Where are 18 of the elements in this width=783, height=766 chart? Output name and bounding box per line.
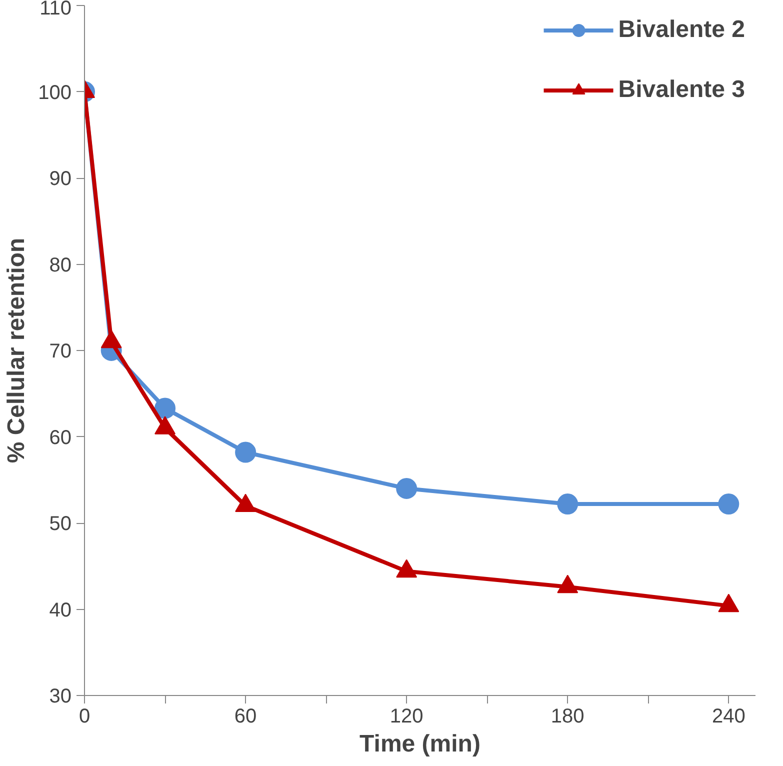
x-tick-label: 60 bbox=[234, 706, 257, 728]
x-tick-label: 240 bbox=[712, 706, 746, 728]
y-tick-label: 110 bbox=[40, 0, 72, 20]
y-tick-label: 60 bbox=[49, 426, 72, 449]
y-tick-label: 100 bbox=[38, 82, 72, 104]
y-tick-label: 70 bbox=[49, 340, 72, 362]
y-tick-label: 50 bbox=[49, 513, 72, 535]
legend-label: Bivalente 2 bbox=[618, 16, 745, 44]
legend-label: Bivalente 3 bbox=[618, 76, 745, 104]
x-tick-label: 0 bbox=[78, 706, 90, 728]
x-tick-label: 120 bbox=[390, 706, 424, 728]
y-axis-title: % Cellular retention bbox=[3, 238, 30, 464]
y-tick-label: 80 bbox=[49, 254, 72, 276]
x-axis-title: Time (min) bbox=[360, 730, 480, 758]
x-tick-label: 180 bbox=[550, 706, 584, 728]
y-tick-label: 90 bbox=[49, 168, 72, 190]
y-tick-label: 40 bbox=[49, 599, 72, 622]
y-tick-label: 30 bbox=[49, 686, 72, 708]
